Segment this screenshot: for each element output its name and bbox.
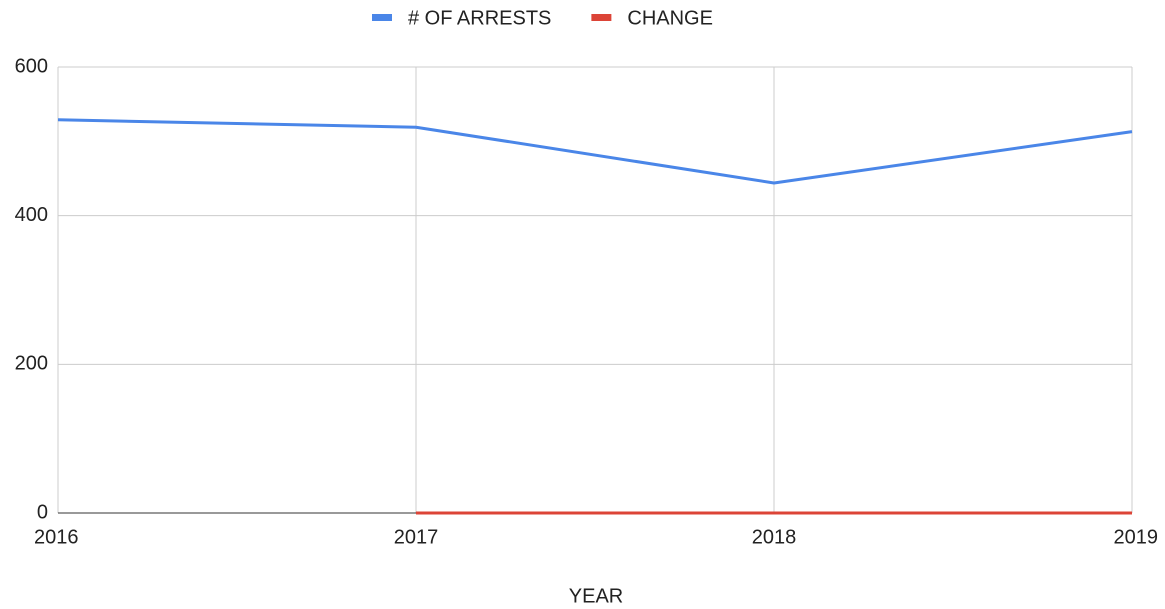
legend-swatch [591,14,612,21]
y-tick-label: 200 [15,353,48,375]
x-tick-label: 2019 [1114,526,1159,548]
y-tick-label: 0 [37,501,48,523]
y-tick-label: 400 [15,204,48,226]
x-tick-label: 2017 [394,526,439,548]
x-axis-title: YEAR [569,585,623,607]
legend-label: # OF ARRESTS [408,7,551,29]
x-tick-label: 2016 [34,526,79,548]
y-tick-label: 600 [15,55,48,77]
legend-label: CHANGE [627,7,713,29]
legend-swatch [372,14,392,21]
data-line [57,118,1133,185]
x-tick-label: 2018 [752,526,797,548]
